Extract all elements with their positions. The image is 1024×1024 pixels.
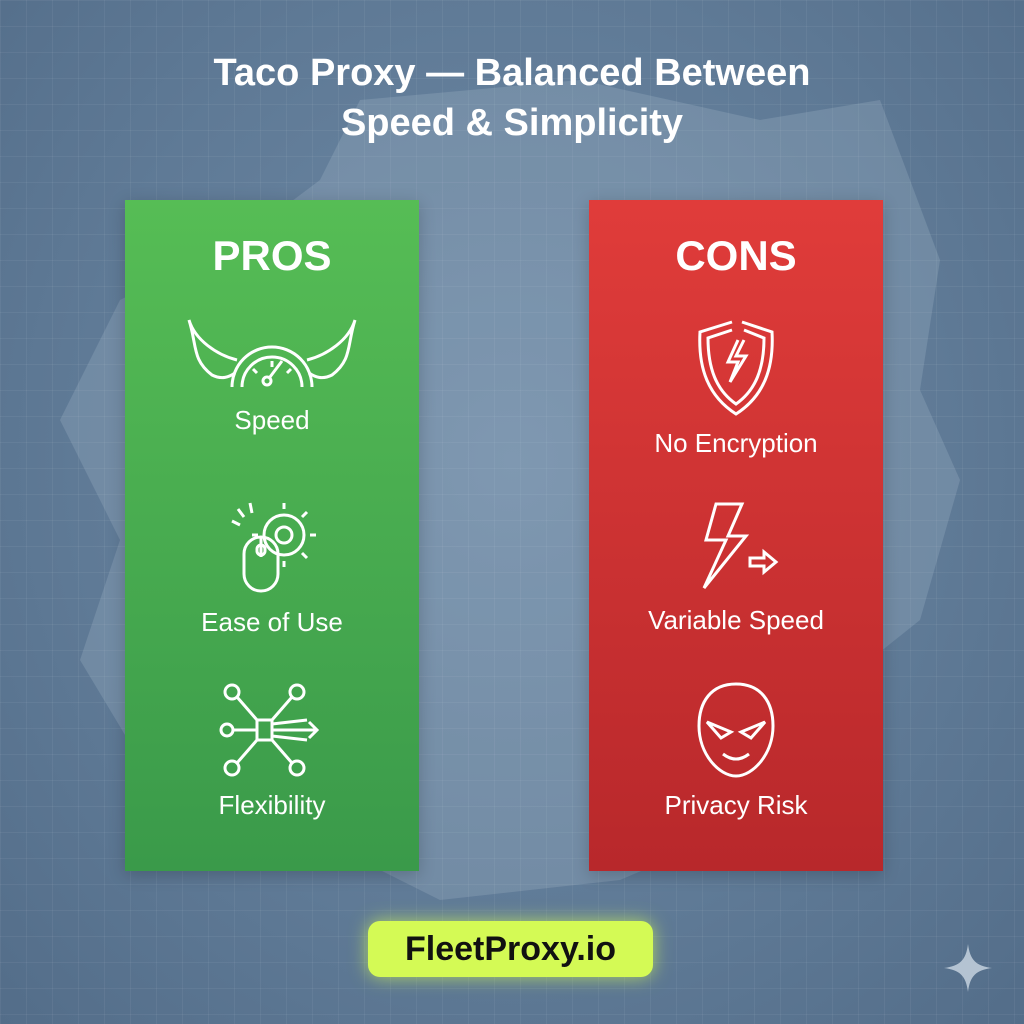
cons-item-variable-speed: Variable Speed: [589, 500, 883, 636]
pros-heading: PROS: [212, 232, 332, 279]
pros-item-speed: Speed: [125, 315, 419, 436]
cons-panel: CONS No Encryption Variable Speed Privac…: [589, 200, 883, 871]
cons-item-no-encryption: No Encryption: [589, 318, 883, 459]
broken-shield-icon: [698, 320, 774, 416]
pros-panel: PROS Speed Ease of Use Flexibility: [125, 200, 419, 871]
network-arrows-icon: [219, 683, 320, 777]
pros-item-label: Ease of Use: [201, 607, 343, 637]
mouse-gear-icon: [231, 502, 316, 593]
pros-item-ease-of-use: Ease of Use: [125, 497, 419, 638]
winged-speedometer-icon: [187, 319, 357, 388]
title-line-2: Speed & Simplicity: [340, 102, 684, 144]
pros-item-label: Speed: [234, 405, 310, 435]
page-title: Taco Proxy — Balanced Between Speed & Si…: [0, 48, 1024, 148]
cons-heading: CONS: [675, 232, 797, 279]
sparkle-icon: [944, 944, 992, 992]
cons-item-label: No Encryption: [654, 428, 818, 458]
masked-face-icon: [697, 682, 775, 778]
cons-item-privacy-risk: Privacy Risk: [589, 680, 883, 821]
cons-item-label: Variable Speed: [648, 605, 824, 635]
brand-badge[interactable]: FleetProxy.io: [368, 921, 653, 977]
pros-item-label: Flexibility: [218, 790, 326, 820]
pros-item-flexibility: Flexibility: [125, 680, 419, 821]
cons-item-label: Privacy Risk: [664, 790, 808, 820]
title-line-1: Taco Proxy — Balanced Between: [213, 52, 811, 94]
lightning-arrow-icon: [702, 502, 779, 589]
